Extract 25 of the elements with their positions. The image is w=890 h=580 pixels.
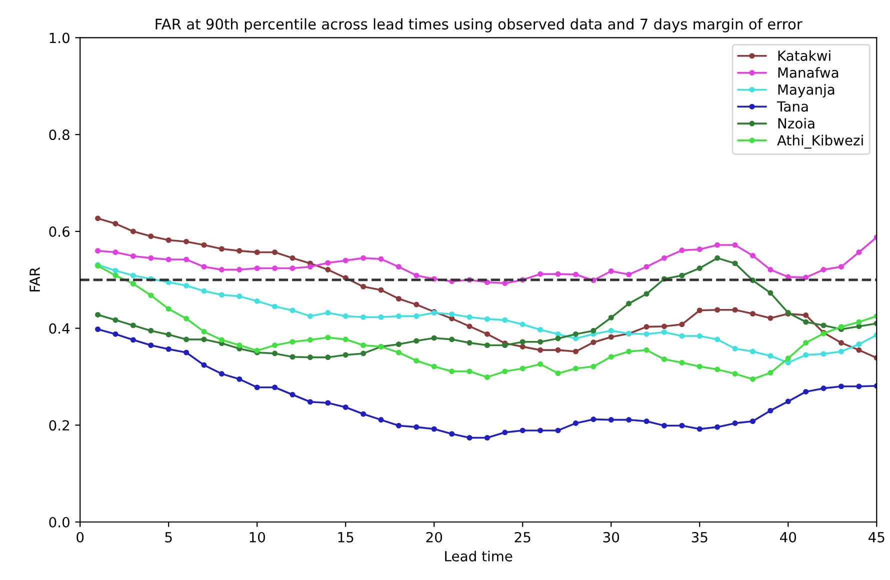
x-tick-label: 35 (692, 532, 708, 542)
x-tick-label: 20 (426, 532, 442, 542)
legend-label: Tana (776, 101, 808, 112)
y-tick-label: 0.2 (49, 420, 69, 431)
y-tick-label: 0.6 (49, 226, 70, 237)
legend-label: Mayanja (778, 84, 834, 98)
y-tick-label: 0.4 (49, 323, 70, 334)
x-tick-label: 40 (780, 532, 796, 542)
x-tick-label: 10 (250, 532, 266, 542)
legend-label: Manafwa (778, 67, 838, 78)
x-axis-title: Lead time (445, 550, 512, 562)
x-tick-label: 0 (76, 532, 84, 542)
y-tick-label: 0.0 (49, 516, 70, 528)
x-tick-label: 30 (603, 532, 620, 542)
legend-label: Nzoia (778, 118, 814, 129)
legend-label: Athi_Kibwezi (777, 134, 863, 149)
chart-title: FAR at 90th percentile across lead times using observed data and 7 days margin of error (156, 18, 802, 32)
y-tick-label: 0.8 (49, 130, 70, 140)
y-tick-label: 1.0 (50, 32, 70, 44)
legend-label: Katakwi (778, 50, 830, 61)
x-tick-label: 5 (165, 532, 172, 542)
y-axis-title: FAR (30, 267, 40, 292)
x-tick-label: 25 (514, 532, 530, 542)
x-tick-label: 45 (868, 532, 884, 542)
x-tick-label: 15 (338, 532, 354, 542)
